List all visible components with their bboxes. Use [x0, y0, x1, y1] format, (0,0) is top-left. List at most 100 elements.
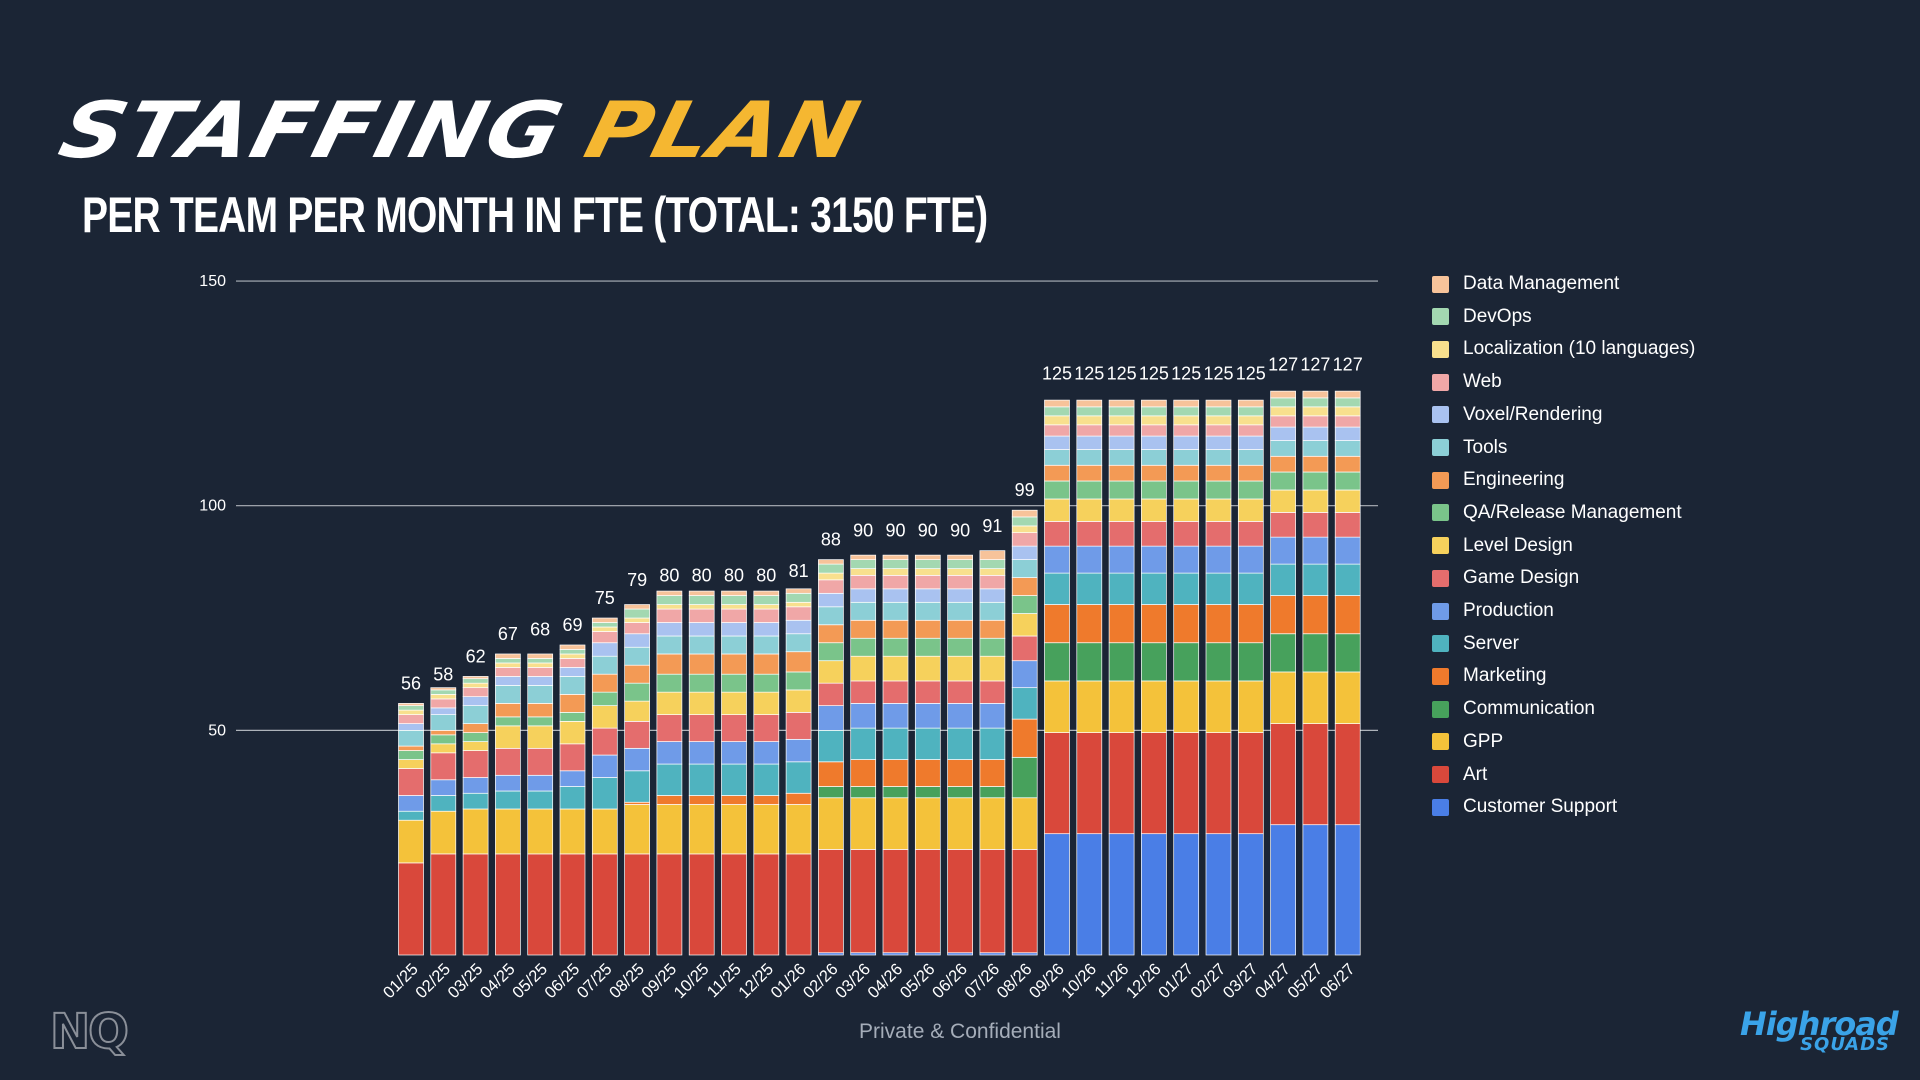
bar-segment [1108, 464, 1135, 482]
bar-segment [495, 790, 521, 810]
bar-segment [721, 653, 747, 675]
bar-segment [624, 633, 650, 648]
bar-segment [559, 770, 586, 787]
bar-segment [1108, 604, 1135, 644]
bar-segment [1044, 680, 1070, 733]
bar-segment [1173, 604, 1200, 644]
bar-segment [462, 705, 489, 724]
bar-segment [624, 682, 650, 702]
bar-segment [818, 606, 844, 626]
bar-segment [818, 579, 844, 594]
bar-segment [979, 655, 1006, 682]
bar-segment [753, 853, 780, 956]
bar-segment [495, 667, 521, 677]
bar-segment [430, 729, 457, 736]
bar-segment [527, 703, 554, 718]
bar-segment [818, 761, 844, 787]
bar-segment [591, 691, 618, 706]
bar-segment [559, 721, 586, 745]
bar-segment [398, 810, 424, 821]
bar-segment [656, 741, 683, 765]
bar-segment [850, 727, 877, 760]
bar-segment [1334, 440, 1361, 457]
bar-segment [1173, 424, 1200, 437]
bar-segment [914, 759, 941, 787]
bar-segment [527, 662, 554, 668]
bar-segment [462, 723, 489, 733]
bar-segment [1205, 464, 1232, 482]
legend-label: Customer Support [1463, 796, 1618, 818]
bar-segment [1205, 545, 1232, 574]
bar-segment [656, 604, 683, 610]
bar-segment [818, 660, 844, 684]
x-tick-label: 06/26 [929, 960, 971, 1002]
bar-segment [882, 786, 909, 799]
data-label: 80 [659, 566, 679, 586]
bar-segment [979, 680, 1006, 704]
bar-segment [1205, 521, 1232, 547]
data-label: 127 [1333, 354, 1363, 374]
bar-segment [1044, 399, 1070, 408]
bar-segment [1302, 426, 1329, 441]
bar-segment [721, 853, 747, 956]
bar-segment [430, 810, 457, 855]
bar-segment [850, 655, 877, 682]
bar-segment [1011, 635, 1038, 662]
bar-segment [850, 601, 877, 621]
bar-segment [624, 770, 650, 803]
legend-swatch [1432, 340, 1449, 358]
bar-segment [559, 653, 586, 659]
legend-label: Web [1463, 371, 1502, 393]
bar-segment [398, 750, 424, 760]
bar-segment [882, 680, 909, 704]
bar-segment [721, 673, 747, 693]
bar-segment [462, 732, 489, 742]
bar-segment [1270, 440, 1296, 457]
bar-segment [979, 574, 1006, 590]
bar-segment [1044, 604, 1070, 644]
bar-segment [721, 691, 747, 715]
bar-segment [688, 714, 715, 742]
bar-segment [495, 676, 521, 686]
bar-segment [818, 563, 844, 574]
bar-segment [947, 568, 973, 576]
bar-segment [1011, 756, 1038, 799]
bar-segment [591, 673, 618, 693]
legend-swatch [1432, 471, 1449, 489]
y-tick-label: 100 [199, 498, 226, 515]
bar-segment [1302, 455, 1329, 473]
legend-label: Server [1463, 632, 1519, 654]
bar-segment [1044, 464, 1070, 482]
bar-segment [1011, 545, 1038, 560]
x-tick-label: 03/26 [832, 960, 874, 1002]
bar-segment [495, 658, 521, 664]
bar-segment [430, 853, 457, 956]
x-tick-label: 01/26 [767, 960, 809, 1002]
bar-segment [947, 559, 973, 569]
bar-segment [1270, 471, 1296, 491]
bar-segment [1076, 480, 1103, 500]
bar-segment [559, 644, 586, 650]
bar-segment [1011, 595, 1038, 614]
bar-segment [527, 747, 554, 776]
bar-segment [947, 680, 973, 704]
bar-segment [721, 795, 747, 805]
bar-segment [818, 797, 844, 850]
bar-segment [527, 790, 554, 810]
bar-segment [1173, 415, 1200, 426]
bar-segment [430, 689, 457, 695]
bar-segment [785, 792, 812, 805]
bar-segment [1173, 498, 1200, 522]
bar-segment [430, 687, 457, 691]
bar-segment [1108, 498, 1135, 522]
x-tick-label: 02/25 [412, 960, 454, 1002]
bar-segment [430, 694, 457, 700]
bar-segment [591, 642, 618, 657]
bar-segment [1108, 732, 1135, 835]
bar-segment [850, 554, 877, 560]
bar-segment [495, 747, 521, 776]
bar-segment [624, 804, 650, 855]
bar-segment [591, 631, 618, 644]
bar-segment [947, 759, 973, 787]
bar-segment [850, 637, 877, 657]
